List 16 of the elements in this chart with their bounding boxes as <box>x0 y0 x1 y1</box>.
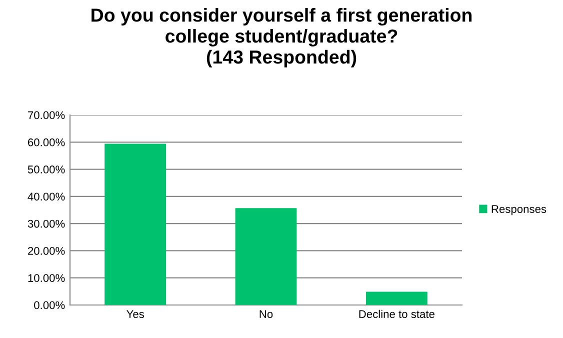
y-tick-label: 10.00% <box>28 274 65 282</box>
x-tick-label: No <box>260 310 273 318</box>
y-tick-label: 70.00% <box>28 111 65 120</box>
x-tick-label: Yes <box>126 310 144 318</box>
y-tick-label: 60.00% <box>28 138 65 146</box>
y-tick-label: 0.00% <box>34 301 65 310</box>
y-tick-label: 30.00% <box>28 220 65 228</box>
x-tick-label: Decline to state <box>359 310 434 318</box>
legend-label: Responses <box>492 205 546 216</box>
chart-title: Do you consider yourself a first generation college student/graduate? (143 Responded) <box>92 8 472 68</box>
y-tick-label: 50.00% <box>28 166 65 174</box>
y-tick-label: 20.00% <box>28 246 65 255</box>
bar <box>235 208 297 305</box>
y-tick-label: 40.00% <box>28 192 65 201</box>
bar <box>366 292 428 305</box>
bar <box>104 144 166 305</box>
